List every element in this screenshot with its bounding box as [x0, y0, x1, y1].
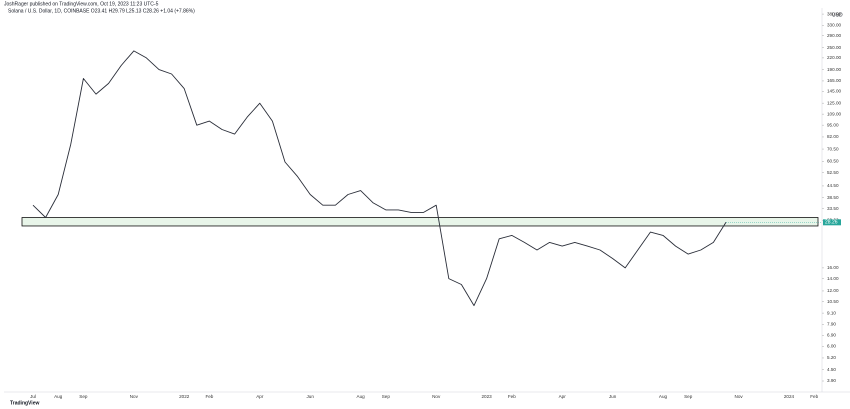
- logo: TradingView: [10, 400, 39, 406]
- y-tick-label: 7.90: [827, 322, 836, 327]
- header: JoshRager published on TradingView.com, …: [4, 1, 159, 7]
- y-tick-label: 60.50: [827, 159, 839, 164]
- price-line: [32, 50, 727, 307]
- y-tick-label: 190.00: [827, 67, 841, 72]
- x-tick-label: Apr: [559, 394, 567, 399]
- x-tick-label: Aug: [54, 394, 63, 399]
- y-tick-label: 250.00: [827, 45, 841, 50]
- x-tick-label: 2022: [179, 394, 190, 399]
- x-tick-label: Nov: [735, 394, 744, 399]
- x-tick-label: Aug: [357, 394, 366, 399]
- x-tick-label: Sep: [382, 394, 391, 399]
- y-tick-label: 220.00: [827, 55, 841, 60]
- x-tick-label: Aug: [659, 394, 668, 399]
- y-tick-label: 109.00: [827, 111, 841, 116]
- y-tick-label: 3.90: [827, 378, 836, 383]
- y-tick-label: 14.00: [827, 276, 839, 281]
- x-tick-label: Nov: [432, 394, 441, 399]
- y-tick-label: 6.00: [827, 344, 836, 349]
- chart-title: Solana / U.S. Dollar, 1D, COINBASE O23.4…: [8, 8, 195, 14]
- y-tick-label: 380.00: [827, 11, 841, 16]
- support-zone: [21, 217, 819, 227]
- last-price-label: 28.26: [825, 220, 838, 226]
- y-tick-label: 33.50: [827, 206, 839, 211]
- last-price-box: [823, 219, 841, 226]
- y-tick-label: 10.50: [827, 299, 839, 304]
- x-tick-label: 2024: [784, 394, 795, 399]
- x-tick-label: Sep: [79, 394, 88, 399]
- y-tick-label: 44.50: [827, 183, 839, 188]
- currency: USD: [832, 12, 843, 18]
- y-tick-label: 165.00: [827, 78, 841, 83]
- y-tick-label: 38.50: [827, 195, 839, 200]
- y-tick-label: 145.00: [827, 89, 841, 94]
- axes: 380.00 330.00 290.00 250.00 220.00 190.00 165.…: [30, 11, 841, 399]
- y-tick-label: 52.50: [827, 170, 839, 175]
- x-tick-label: Jun: [609, 394, 617, 399]
- x-tick-label: Jul: [30, 394, 36, 399]
- x-tick-label: Feb: [508, 394, 516, 399]
- x-tick-label: Sep: [684, 394, 693, 399]
- y-tick-label: 5.20: [827, 355, 836, 360]
- x-tick-label: 2023: [481, 394, 492, 399]
- x-tick-label: Apr: [256, 394, 264, 399]
- y-tick-label: 70.50: [827, 146, 839, 151]
- y-tick-label: 16.00: [827, 265, 839, 270]
- x-tick-label: Feb: [810, 394, 818, 399]
- y-tick-label: 95.00: [827, 122, 839, 127]
- x-tick-label: Feb: [205, 394, 213, 399]
- y-tick-label: 6.90: [827, 333, 836, 338]
- y-tick-label: 330.00: [827, 23, 841, 28]
- x-tick-label: Nov: [130, 394, 139, 399]
- y-tick-label: 125.00: [827, 100, 841, 105]
- y-tick-label: 82.00: [827, 134, 839, 139]
- y-tick-label: 290.00: [827, 33, 841, 38]
- y-tick-label: 9.10: [827, 310, 836, 315]
- y-tick-label: 12.00: [827, 288, 839, 293]
- y-tick-label: 4.50: [827, 367, 836, 372]
- x-tick-label: Jun: [306, 394, 314, 399]
